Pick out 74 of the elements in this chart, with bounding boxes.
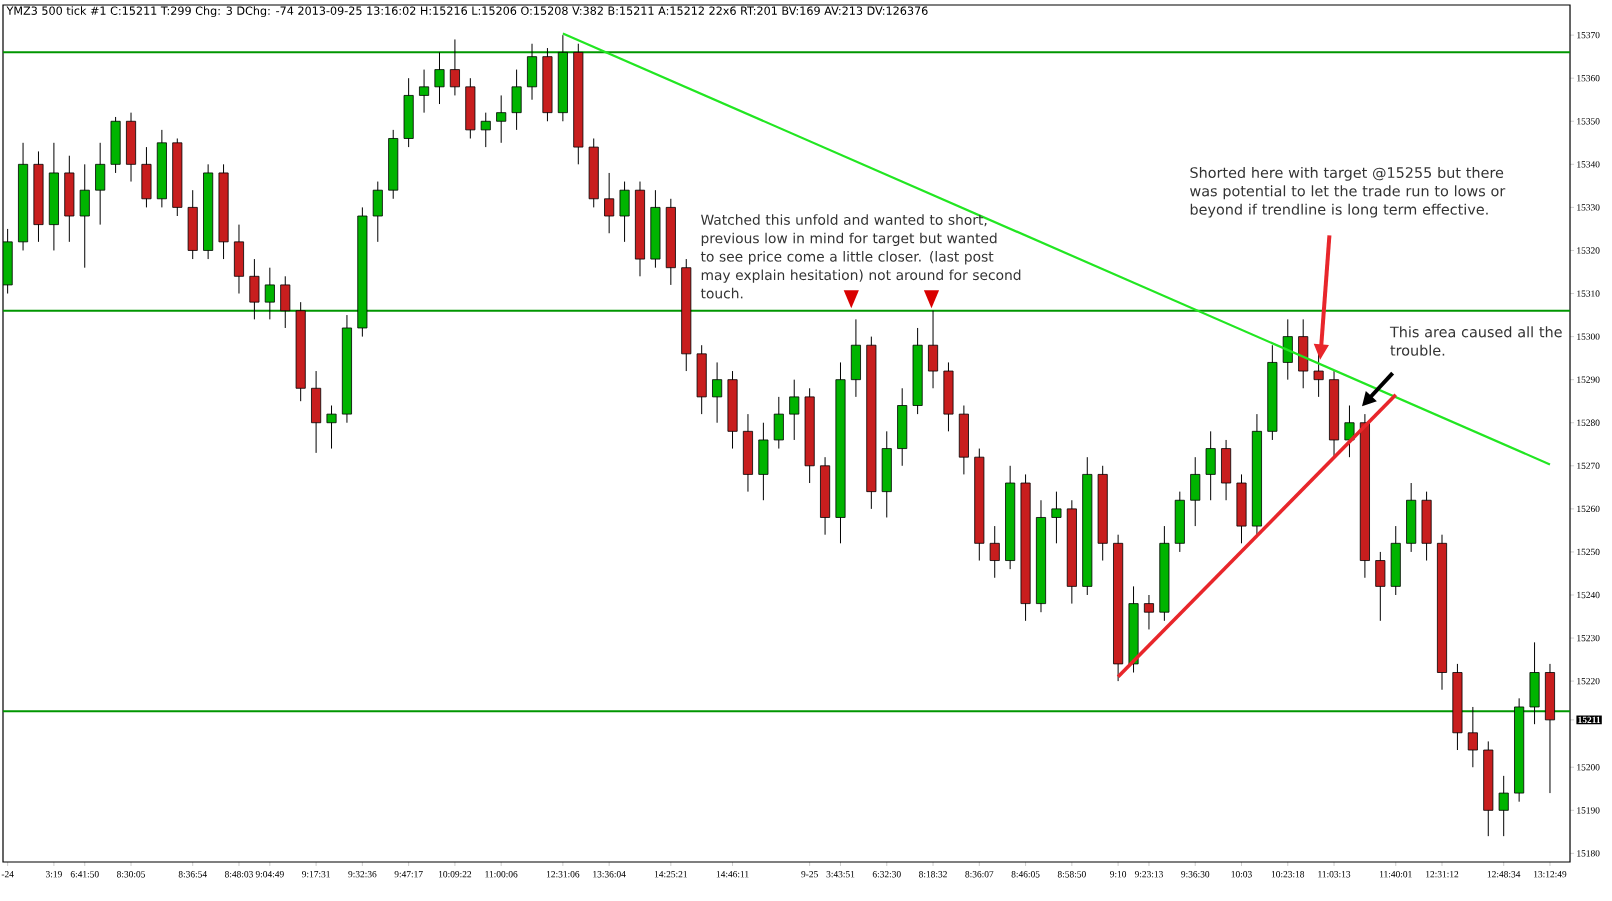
x-tick-label: 6:32:30 xyxy=(872,871,901,878)
x-tick-label: 10:03 xyxy=(1231,871,1252,878)
candlestick xyxy=(264,267,275,320)
y-tick-label: 15250 xyxy=(1577,548,1600,556)
x-tick-label: 14:25:21 xyxy=(654,871,687,878)
candlestick xyxy=(1498,775,1509,837)
x-tick-label: 12:48:34 xyxy=(1487,871,1521,878)
y-tick-label: 15340 xyxy=(1577,161,1600,168)
x-tick-label: 9:32:36 xyxy=(348,871,377,878)
x-tick-label: 11:03:13 xyxy=(1318,871,1351,878)
x-tick-label: 14:46:11 xyxy=(716,871,749,878)
chart-title: YMZ3 500 tick #1 C:15211 T:299 Chg: 3 DChg: -74 2013-09-25 13:16:02 H:15216 L:15206 O:15208 V:382 B:15211 A:15212 22x6 RT:201 BV:169 AV:213 DV:126376 xyxy=(6,6,928,18)
x-tick-label: 10:23:18 xyxy=(1271,871,1305,878)
x-tick-label: 9:17:31 xyxy=(302,871,330,878)
candlestick xyxy=(326,405,337,450)
candlestick xyxy=(419,69,430,114)
y-tick-label: 15320 xyxy=(1577,247,1600,254)
x-tick-label: 9:36:30 xyxy=(1181,871,1210,878)
y-tick-label: 15330 xyxy=(1577,204,1600,211)
candlestick xyxy=(989,525,1000,579)
x-tick-label: -24 xyxy=(1,871,14,878)
x-tick-label: 8:48:03 xyxy=(224,871,253,878)
candlestick xyxy=(434,51,445,105)
y-tick-label: 15270 xyxy=(1577,462,1600,469)
y-tick-label: 15240 xyxy=(1577,591,1600,599)
x-tick-label: 8:36:07 xyxy=(965,871,994,878)
x-tick-label: 10:09:22 xyxy=(439,871,472,878)
x-tick-label: 12:31:06 xyxy=(546,871,580,878)
x-tick-label: 8:58:50 xyxy=(1057,871,1086,878)
y-tick-label: 15180 xyxy=(1577,850,1600,857)
x-tick-label: 12:31:12 xyxy=(1426,871,1459,878)
x-tick-label: 8:30:05 xyxy=(117,871,146,878)
x-tick-label: 13:12:49 xyxy=(1534,871,1567,878)
annotation: Watched this unfold and wanted to short, previous low in mind for target but wanted to see price come a little closer. (last post may explain hesitation) not around for second touch. xyxy=(700,214,1021,299)
x-tick-label: 9:10 xyxy=(1110,871,1127,878)
candlestick xyxy=(1143,594,1154,630)
x-tick-label: 8:46:05 xyxy=(1011,871,1040,878)
y-tick-label: 15211 xyxy=(1578,716,1601,724)
y-tick-label: 15350 xyxy=(1577,118,1600,125)
x-tick-label: 11:00:06 xyxy=(485,871,518,878)
y-tick-label: 15220 xyxy=(1577,677,1600,685)
annotation: Shorted here with target @15255 but there was potential to let the trade run to lows or beyond if trendline is long term effective. xyxy=(1190,166,1506,218)
y-tick-label: 15230 xyxy=(1577,634,1600,642)
candlestick xyxy=(1344,405,1355,458)
x-tick-label: 9-25 xyxy=(801,871,818,878)
candlestick xyxy=(480,112,491,148)
x-tick-label: 9:47:17 xyxy=(394,871,423,878)
candlestick xyxy=(604,172,615,234)
x-tick-label: 11:40:01 xyxy=(1380,871,1412,878)
candlestick xyxy=(1051,491,1062,544)
candlestick xyxy=(1467,706,1478,768)
y-tick-label: 15360 xyxy=(1577,75,1600,82)
candlestick xyxy=(789,379,800,441)
y-tick-label: 15280 xyxy=(1577,419,1600,426)
y-tick-label: 15310 xyxy=(1577,290,1600,297)
x-tick-label: 3:19 xyxy=(45,871,62,878)
y-tick-label: 15260 xyxy=(1577,505,1600,513)
y-tick-label: 15300 xyxy=(1577,333,1600,340)
y-tick-label: 15190 xyxy=(1577,807,1600,814)
y-tick-label: 15290 xyxy=(1577,376,1600,383)
x-tick-label: 9:04:49 xyxy=(255,871,284,878)
x-tick-label: 3:43:51 xyxy=(826,871,855,878)
annotation: This area caused all the trouble. xyxy=(1389,326,1562,356)
x-tick-label: 8:18:32 xyxy=(919,871,947,878)
candlestick xyxy=(1313,353,1324,398)
candlestick xyxy=(712,361,723,424)
x-tick-label: 8:36:54 xyxy=(178,871,207,878)
x-tick-label: 13:36:04 xyxy=(593,871,626,878)
y-tick-label: 15370 xyxy=(1577,31,1600,39)
x-tick-label: 6:41:50 xyxy=(70,871,99,878)
candlestick xyxy=(496,94,507,144)
y-tick-label: 15200 xyxy=(1577,764,1600,771)
x-tick-label: 9:23:13 xyxy=(1134,871,1163,878)
candlestick xyxy=(449,38,460,96)
